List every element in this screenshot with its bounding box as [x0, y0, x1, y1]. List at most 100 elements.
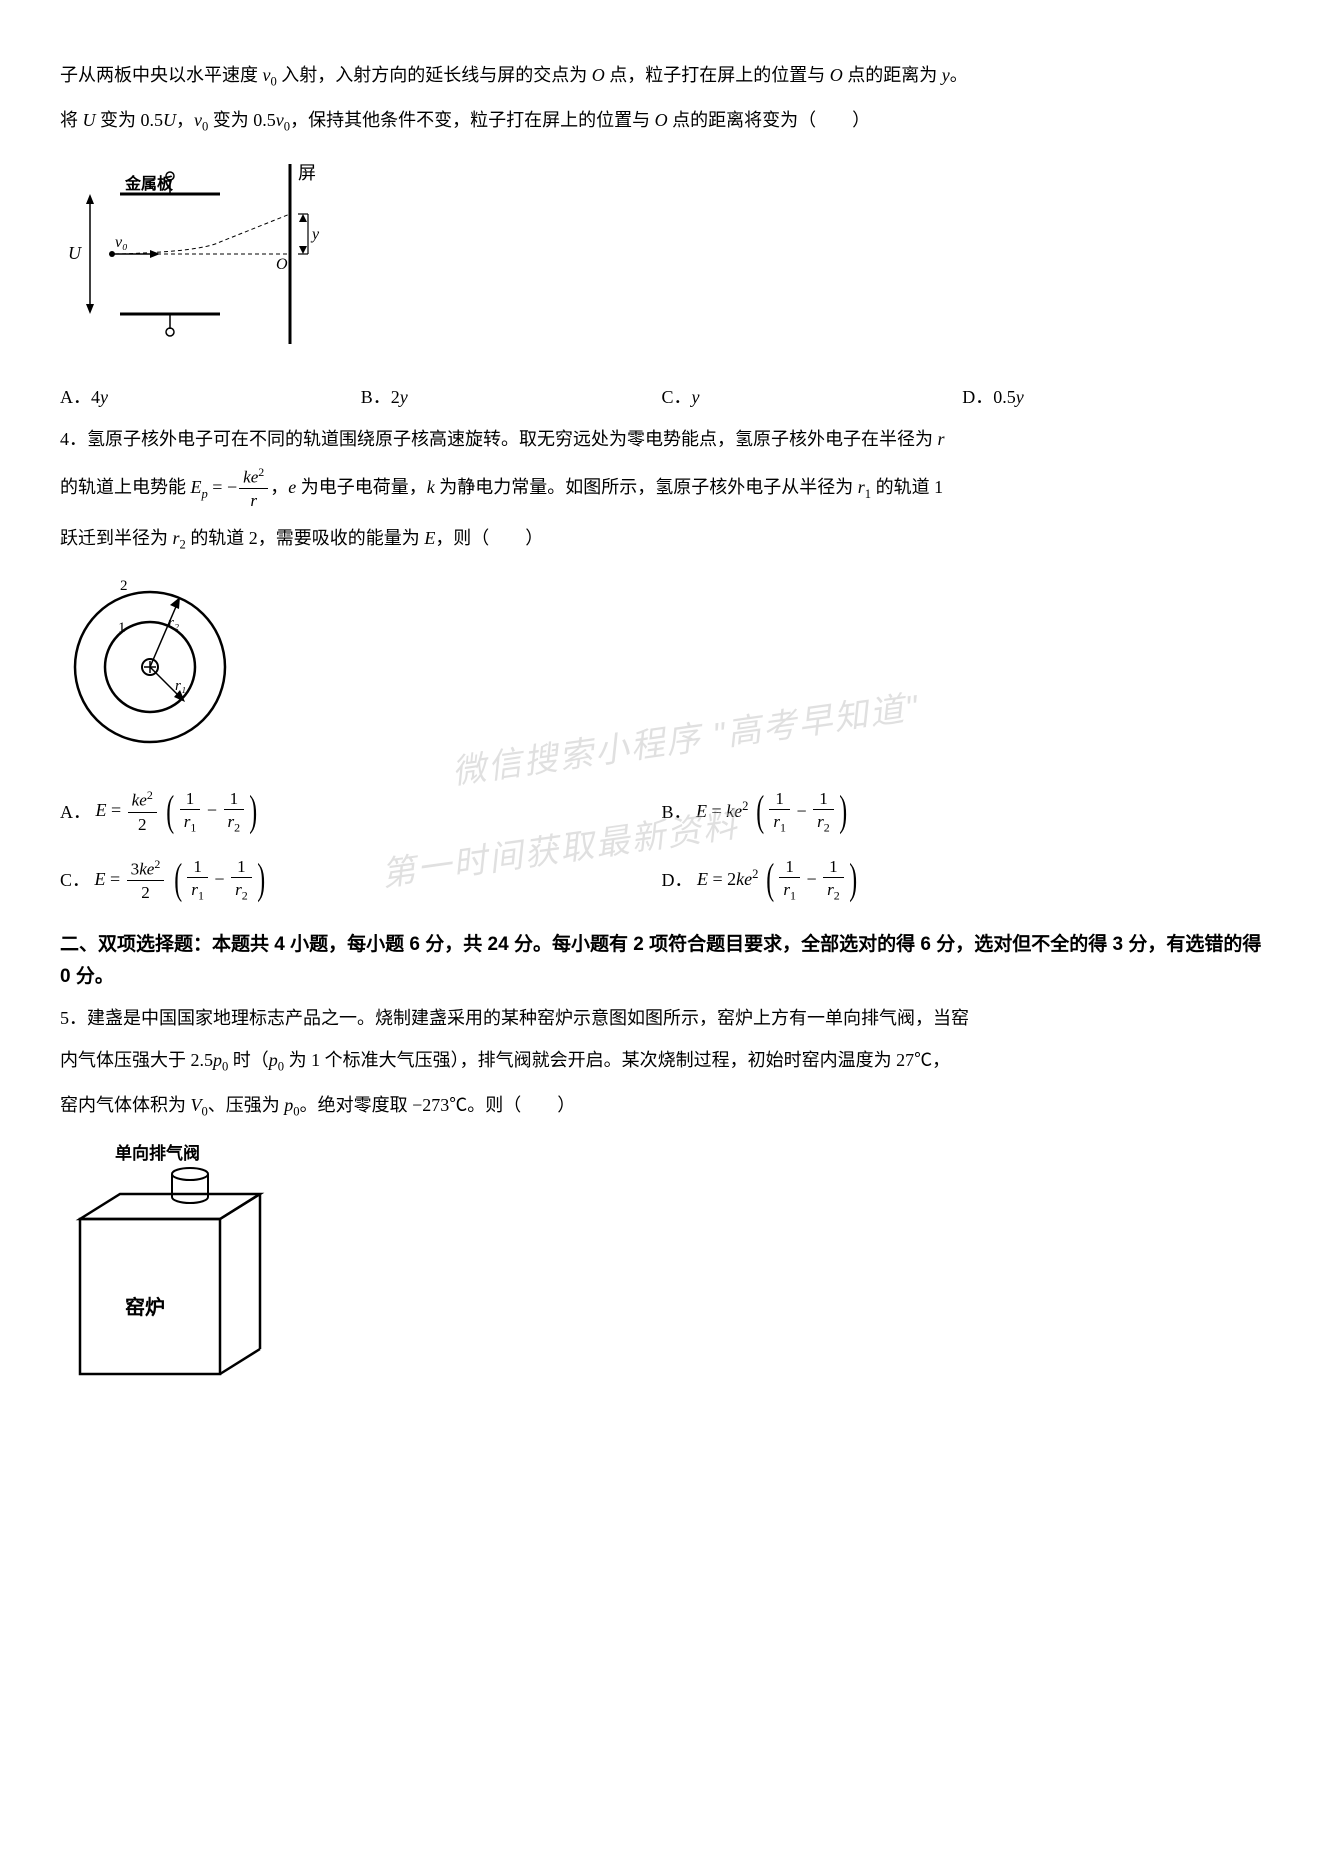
- n: ke: [132, 791, 147, 810]
- label-v0: v₀: [115, 234, 128, 251]
- var-p0: p: [269, 1050, 278, 1070]
- text: 将: [60, 110, 83, 130]
- opt-label: A．: [60, 795, 91, 829]
- text: 的轨道上电势能: [60, 477, 191, 497]
- svg-text:2: 2: [120, 578, 128, 594]
- label-valve: 单向排气阀: [115, 1143, 200, 1163]
- label-screen: 屏: [298, 163, 316, 183]
- var-k: k: [427, 477, 435, 497]
- text: 内气体压强大于 2.5: [60, 1050, 213, 1070]
- svg-text:1: 1: [118, 620, 126, 636]
- var-v: v: [276, 110, 284, 130]
- var-E: E: [96, 801, 107, 821]
- var-E: E: [697, 869, 708, 889]
- var-U: U: [83, 110, 96, 130]
- text: ，: [176, 110, 194, 130]
- opt-label: A．4: [60, 387, 100, 407]
- r: r: [191, 880, 198, 899]
- text: 跃迁到半径为: [60, 528, 173, 548]
- q3-options: A．4y B．2y C．y D．0.5y: [60, 380, 1263, 414]
- text: 为电子电荷量，: [296, 477, 427, 497]
- fraction: ke2 r: [239, 465, 268, 513]
- var-O: O: [592, 65, 605, 85]
- option-D: D． E = 2ke2 (1r1 − 1r2): [662, 857, 1264, 905]
- text: 。绝对零度取 −273℃。则（ ）: [300, 1095, 576, 1115]
- q5-line3: 窑内气体体积为 V0、压强为 p0。绝对零度取 −273℃。则（ ）: [60, 1088, 1263, 1125]
- text: 的轨道 2，需要吸收的能量为: [186, 528, 425, 548]
- var-y: y: [942, 65, 950, 85]
- option-A: A．4y: [60, 380, 361, 414]
- s: 2: [834, 889, 840, 903]
- text: 点的距离将变为（ ）: [668, 110, 871, 130]
- q5-line2: 内气体压强大于 2.5p0 时（p0 为 1 个标准大气压强），排气阀就会开启。…: [60, 1043, 1263, 1080]
- q5-figure: 单向排气阀 窑炉: [60, 1139, 1263, 1400]
- text: 子从两板中央以水平速度: [60, 65, 263, 85]
- opt-label: D．: [662, 863, 693, 897]
- var-r2: r: [173, 528, 180, 548]
- label-kiln: 窑炉: [125, 1295, 165, 1319]
- q4-options: A． E = ke22 (1r1 − 1r2) B． E = ke2 (1r1 …: [60, 778, 1263, 914]
- var-y: y: [100, 387, 108, 407]
- var-O: O: [655, 110, 668, 130]
- opt-label: B．2: [361, 387, 400, 407]
- text: 。: [950, 65, 968, 85]
- q4-figure: r₁ r₂ 1 2: [60, 572, 1263, 763]
- sup: 2: [258, 465, 264, 479]
- s: 1: [790, 889, 796, 903]
- q4-diagram-svg: r₁ r₂ 1 2: [60, 572, 240, 752]
- var-r1: r: [858, 477, 865, 497]
- eq-sign: = −: [208, 477, 237, 497]
- text: 点，粒子打在屏上的位置与: [605, 65, 830, 85]
- q3-figure: 屏 金属板 U v₀ O y: [60, 154, 1263, 365]
- text: 的轨道 1: [871, 477, 943, 497]
- opt-label: D．0.5: [962, 387, 1016, 407]
- r: r: [827, 880, 834, 899]
- var-y: y: [1016, 387, 1024, 407]
- label-y: y: [310, 226, 320, 243]
- opt-label: C．: [662, 387, 692, 407]
- coef: ke: [726, 801, 742, 821]
- label-plate: 金属板: [124, 174, 174, 193]
- s: 2: [824, 821, 830, 835]
- q3-line1: 子从两板中央以水平速度 v0 入射，入射方向的延长线与屏的交点为 O 点，粒子打…: [60, 58, 1263, 95]
- text: 为静电力常量。如图所示，氢原子核外电子从半径为: [435, 477, 858, 497]
- s: 1: [780, 821, 786, 835]
- svg-text:r₁: r₁: [175, 678, 186, 694]
- option-C: C． E = 3ke22 (1r1 − 1r2): [60, 857, 662, 905]
- section-2-heading: 二、双项选择题：本题共 4 小题，每小题 6 分，共 24 分。每小题有 2 项…: [60, 929, 1263, 994]
- text: 变为 0.5: [208, 110, 276, 130]
- var-p0: p: [284, 1095, 293, 1115]
- text: 为 1 个标准大气压强），排气阀就会开启。某次烧制过程，初始时窑内温度为 27℃…: [284, 1050, 950, 1070]
- q4-line2: 的轨道上电势能 Ep = −ke2r，e 为电子电荷量，k 为静电力常量。如图所…: [60, 465, 1263, 513]
- num: ke: [243, 467, 258, 486]
- q4-line1: 4．氢原子核外电子可在不同的轨道围绕原子核高速旋转。取无穷远处为零电势能点，氢原…: [60, 422, 1263, 456]
- label-U: U: [68, 243, 82, 263]
- svg-text:r₂: r₂: [168, 615, 179, 631]
- q5-diagram-svg: 单向排气阀 窑炉: [60, 1139, 290, 1389]
- var-y: y: [400, 387, 408, 407]
- eq-B: E = ke2 (1r1 − 1r2): [696, 789, 850, 837]
- q5-line1: 5．建盏是中国国家地理标志产品之一。烧制建盏采用的某种窑炉示意图如图所示，窑炉上…: [60, 1001, 1263, 1035]
- var-v: v: [263, 65, 271, 85]
- s: 1: [198, 889, 204, 903]
- r: r: [773, 812, 780, 831]
- option-C: C．y: [662, 380, 963, 414]
- option-D: D．0.5y: [962, 380, 1263, 414]
- d: 2: [128, 813, 157, 837]
- opt-label: B．: [662, 795, 692, 829]
- coef: ke: [736, 869, 752, 889]
- var-v: v: [194, 110, 202, 130]
- eq-D: E = 2ke2 (1r1 − 1r2): [697, 857, 860, 905]
- den: r: [239, 489, 268, 513]
- eq-A: E = ke22 (1r1 − 1r2): [96, 788, 261, 836]
- var-p0: p: [213, 1050, 222, 1070]
- option-A: A． E = ke22 (1r1 − 1r2): [60, 788, 662, 836]
- text: 点的距离为: [843, 65, 942, 85]
- q3-line2: 将 U 变为 0.5U，v0 变为 0.5v0，保持其他条件不变，粒子打在屏上的…: [60, 103, 1263, 140]
- text: 变为 0.5: [96, 110, 164, 130]
- r: r: [235, 880, 242, 899]
- r: r: [817, 812, 824, 831]
- var-E: E: [424, 528, 435, 548]
- text: 、压强为: [208, 1095, 285, 1115]
- q-num: 4．: [60, 429, 87, 449]
